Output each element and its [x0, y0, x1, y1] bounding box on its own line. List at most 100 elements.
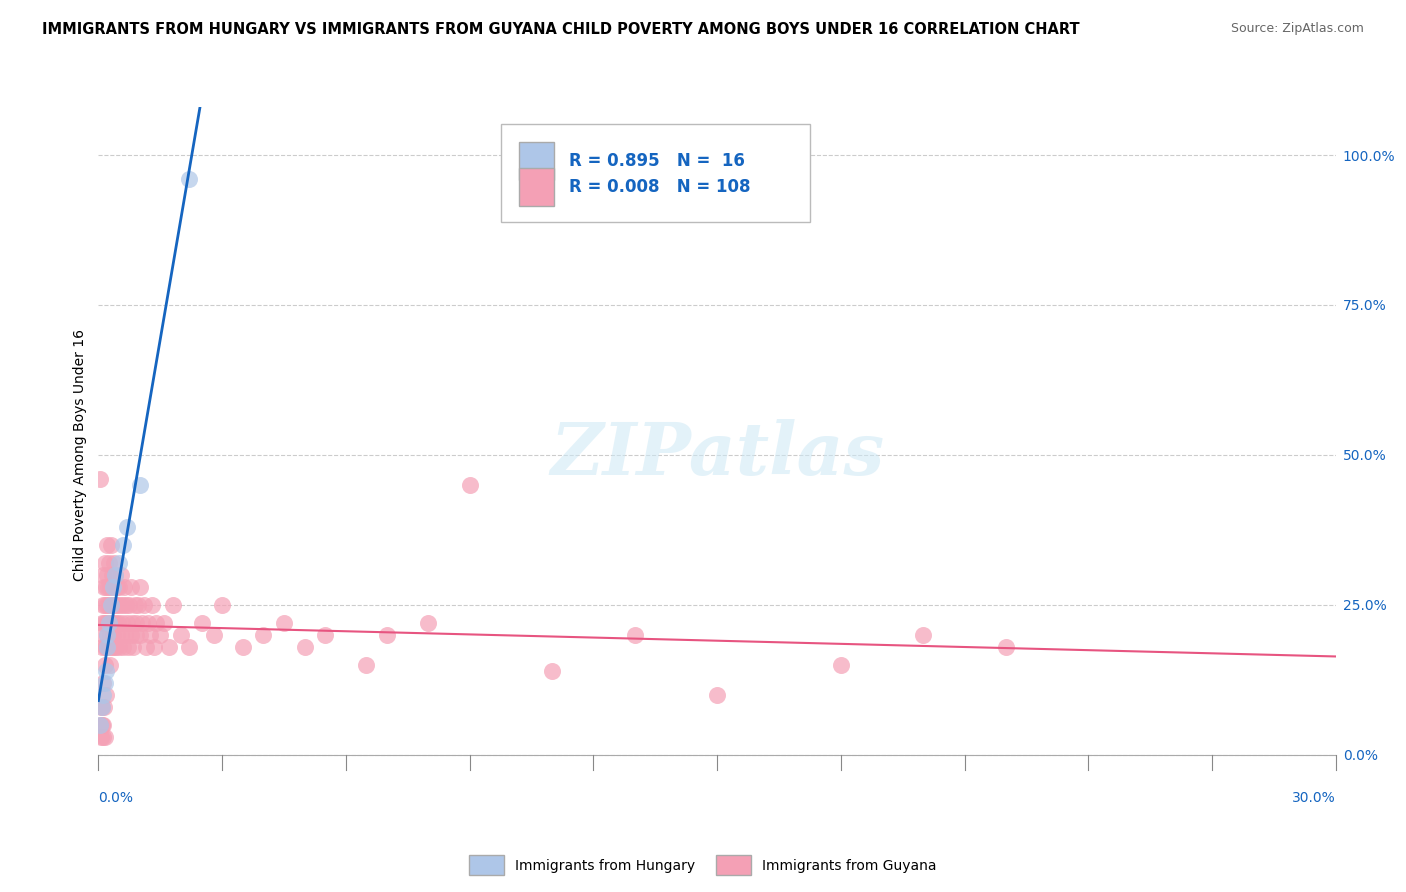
Legend: Immigrants from Hungary, Immigrants from Guyana: Immigrants from Hungary, Immigrants from…: [464, 850, 942, 880]
Point: [128, 580, 150, 594]
Point: [98, 598, 121, 612]
Point: [96, 640, 118, 654]
Point: [108, 640, 131, 654]
Point: [98, 628, 121, 642]
Point: [100, 615, 122, 630]
Point: [104, 567, 127, 582]
Point: [96, 615, 118, 630]
Point: [93, 730, 115, 744]
Point: [153, 615, 176, 630]
Point: [90, 730, 112, 744]
FancyBboxPatch shape: [519, 142, 554, 180]
Point: [623, 628, 645, 642]
Point: [103, 556, 125, 570]
Point: [100, 598, 122, 612]
Text: IMMIGRANTS FROM HUNGARY VS IMMIGRANTS FROM GUYANA CHILD POVERTY AMONG BOYS UNDER: IMMIGRANTS FROM HUNGARY VS IMMIGRANTS FR…: [42, 22, 1080, 37]
Point: [541, 664, 564, 678]
Point: [98, 657, 121, 672]
Point: [101, 580, 124, 594]
Point: [132, 598, 155, 612]
Point: [96, 538, 118, 552]
Text: 30.0%: 30.0%: [1292, 791, 1336, 805]
Point: [93, 699, 115, 714]
Point: [149, 628, 172, 642]
Point: [112, 580, 135, 594]
Point: [90, 615, 112, 630]
Point: [98, 580, 121, 594]
Point: [179, 640, 201, 654]
Point: [100, 640, 122, 654]
Point: [994, 640, 1017, 654]
Point: [107, 615, 129, 630]
Point: [139, 628, 162, 642]
Point: [118, 598, 141, 612]
Point: [108, 580, 131, 594]
Point: [114, 628, 136, 642]
Point: [117, 520, 139, 534]
Point: [112, 640, 135, 654]
Point: [89, 718, 111, 732]
Point: [94, 657, 117, 672]
Text: Source: ZipAtlas.com: Source: ZipAtlas.com: [1230, 22, 1364, 36]
Point: [128, 478, 150, 492]
Point: [91, 567, 114, 582]
Point: [314, 628, 336, 642]
Point: [124, 628, 146, 642]
Point: [96, 640, 118, 654]
Point: [105, 628, 128, 642]
Point: [121, 615, 143, 630]
Point: [112, 598, 135, 612]
Point: [97, 640, 120, 654]
Point: [93, 556, 115, 570]
Point: [97, 556, 120, 570]
Point: [131, 615, 153, 630]
Point: [96, 598, 118, 612]
Text: R = 0.008   N = 108: R = 0.008 N = 108: [568, 178, 749, 195]
Point: [104, 598, 127, 612]
Point: [91, 676, 114, 690]
Point: [110, 628, 132, 642]
Point: [112, 538, 135, 552]
Point: [93, 640, 115, 654]
Point: [108, 598, 131, 612]
Text: R = 0.895   N =  16: R = 0.895 N = 16: [568, 152, 744, 170]
Point: [94, 598, 117, 612]
Point: [294, 640, 316, 654]
Point: [90, 718, 112, 732]
Point: [93, 676, 115, 690]
Point: [418, 615, 440, 630]
Point: [104, 567, 127, 582]
Point: [101, 567, 124, 582]
Point: [458, 478, 481, 492]
Point: [105, 598, 128, 612]
Point: [108, 556, 131, 570]
Point: [96, 628, 118, 642]
Point: [111, 615, 134, 630]
Point: [90, 699, 112, 714]
Point: [128, 628, 150, 642]
Point: [143, 640, 166, 654]
Point: [91, 598, 114, 612]
Point: [104, 615, 127, 630]
Point: [117, 615, 139, 630]
Y-axis label: Child Poverty Among Boys Under 16: Child Poverty Among Boys Under 16: [73, 329, 87, 581]
Point: [103, 640, 125, 654]
Point: [105, 580, 128, 594]
FancyBboxPatch shape: [501, 124, 810, 222]
Point: [90, 699, 112, 714]
Point: [830, 657, 852, 672]
Point: [89, 718, 111, 732]
Point: [252, 628, 274, 642]
Point: [190, 615, 212, 630]
Point: [912, 628, 935, 642]
Point: [375, 628, 398, 642]
Point: [117, 640, 139, 654]
Point: [97, 580, 120, 594]
Point: [94, 580, 117, 594]
Point: [97, 615, 120, 630]
Point: [96, 567, 118, 582]
Point: [122, 640, 145, 654]
Point: [145, 615, 167, 630]
Point: [211, 598, 233, 612]
Point: [157, 640, 180, 654]
